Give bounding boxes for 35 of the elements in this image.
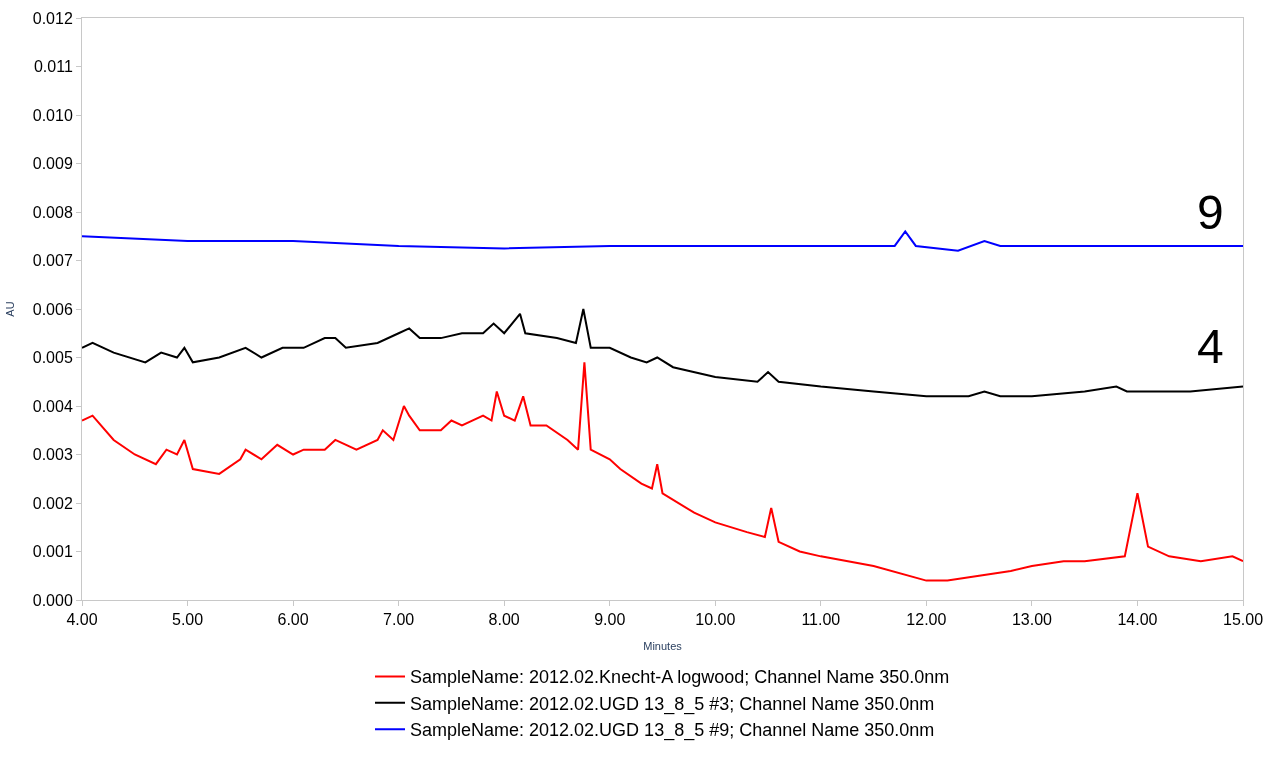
x-axis-title: Minutes bbox=[643, 640, 683, 653]
y-tick-label: 0.000 bbox=[32, 591, 73, 609]
x-tick-label: 12.00 bbox=[906, 611, 947, 629]
y-tick-label: 0.004 bbox=[32, 397, 73, 415]
y-tick-label: 0.006 bbox=[32, 300, 73, 318]
y-axis-title: AU bbox=[4, 301, 17, 317]
legend-label: SampleName: 2012.02.UGD 13_8_5 #3; Channel Name 350.0nm bbox=[410, 693, 935, 715]
annotation: 9 bbox=[1197, 186, 1224, 239]
x-tick-label: 15.00 bbox=[1222, 611, 1264, 629]
legend-label: SampleName: 2012.02.Knecht-A logwood; Channel Name 350.0nm bbox=[410, 667, 950, 688]
y-tick-label: 0.003 bbox=[32, 446, 73, 464]
x-tick-label: 9.00 bbox=[594, 611, 626, 629]
y-tick-label: 0.008 bbox=[32, 203, 73, 221]
x-tick-label: 10.00 bbox=[695, 611, 736, 629]
x-tick-label: 5.00 bbox=[171, 611, 204, 629]
y-tick-label: 0.002 bbox=[32, 494, 73, 512]
annotation: 4 bbox=[1197, 320, 1224, 373]
legend-label: SampleName: 2012.02.UGD 13_8_5 #9; Channel Name 350.0nm bbox=[410, 720, 935, 742]
y-tick-label: 0.005 bbox=[32, 349, 73, 367]
x-tick-label: 13.00 bbox=[1011, 611, 1053, 629]
y-tick-label: 0.007 bbox=[32, 252, 73, 270]
x-tick-label: 4.00 bbox=[66, 611, 98, 629]
x-tick-label: 11.00 bbox=[801, 611, 841, 629]
y-tick-label: 0.011 bbox=[33, 58, 73, 76]
x-tick-label: 14.00 bbox=[1117, 611, 1158, 629]
y-tick-label: 0.012 bbox=[32, 9, 73, 27]
y-tick-label: 0.009 bbox=[32, 155, 73, 173]
y-tick-label: 0.001 bbox=[32, 543, 73, 561]
line-series bbox=[82, 230, 1243, 252]
line-series bbox=[82, 308, 1243, 398]
x-tick-label: 7.00 bbox=[383, 611, 415, 629]
line-series bbox=[82, 361, 1243, 582]
x-tick-label: 6.00 bbox=[277, 611, 309, 629]
x-tick-label: 8.00 bbox=[488, 611, 520, 629]
y-tick-label: 0.010 bbox=[32, 106, 73, 124]
